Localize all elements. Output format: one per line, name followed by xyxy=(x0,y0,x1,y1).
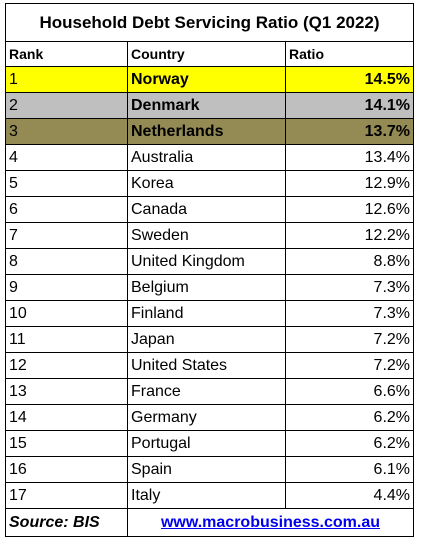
table-row: 3 Netherlands 13.7% xyxy=(5,118,415,145)
country-cell: Belgium xyxy=(127,274,286,301)
table-row: 13 France 6.6% xyxy=(5,378,415,405)
table-row: 2 Denmark 14.1% xyxy=(5,92,415,119)
country-cell: France xyxy=(127,378,286,405)
table-row: 4 Australia 13.4% xyxy=(5,144,415,171)
ratio-cell: 7.2% xyxy=(284,326,415,353)
country-cell: Korea xyxy=(127,170,286,197)
table-body: Household Debt Servicing Ratio (Q1 2022)… xyxy=(4,3,415,537)
website-link[interactable]: www.macrobusiness.com.au xyxy=(160,513,381,531)
country-cell: Canada xyxy=(127,196,286,223)
rank-cell: 11 xyxy=(5,326,128,353)
country-cell: Australia xyxy=(127,144,286,171)
table-row: 11 Japan 7.2% xyxy=(5,326,415,353)
country-cell: Portugal xyxy=(127,430,286,457)
rank-cell: 12 xyxy=(5,352,128,379)
rank-cell: 2 xyxy=(5,92,128,119)
ratio-cell: 4.4% xyxy=(284,482,415,509)
table-row: 12 United States 7.2% xyxy=(5,352,415,379)
country-cell: United States xyxy=(127,352,286,379)
rank-cell: 4 xyxy=(5,144,128,171)
table-row: 10 Finland 7.3% xyxy=(5,300,415,327)
country-cell: Sweden xyxy=(127,222,286,249)
country-cell: United Kingdom xyxy=(127,248,286,275)
column-header: Rank xyxy=(5,41,128,67)
ratio-cell: 6.6% xyxy=(284,378,415,405)
table-row: 5 Korea 12.9% xyxy=(5,170,415,197)
rank-cell: 13 xyxy=(5,378,128,405)
table-row: 16 Spain 6.1% xyxy=(5,456,415,483)
table-row: 8 United Kingdom 8.8% xyxy=(5,248,415,275)
rank-cell: 1 xyxy=(5,66,128,93)
ratio-cell: 8.8% xyxy=(284,248,415,275)
source: Source: BIS xyxy=(5,508,128,537)
ratio-cell: 7.3% xyxy=(284,274,415,301)
rank-cell: 16 xyxy=(5,456,128,483)
ratio-cell: 12.6% xyxy=(284,196,415,223)
rank-cell: 15 xyxy=(5,430,128,457)
country-cell: Japan xyxy=(127,326,286,353)
ratio-cell: 12.9% xyxy=(284,170,415,197)
table-row: 1 Norway 14.5% xyxy=(5,66,415,93)
country-cell: Germany xyxy=(127,404,286,431)
table-row: 6 Canada 12.6% xyxy=(5,196,415,223)
country-cell: Netherlands xyxy=(127,118,286,145)
ratio-cell: 14.1% xyxy=(284,92,415,119)
title-row: Household Debt Servicing Ratio (Q1 2022) xyxy=(4,3,415,42)
column-header: Ratio xyxy=(284,41,415,67)
rank-cell: 8 xyxy=(5,248,128,275)
rank-cell: 5 xyxy=(5,170,128,197)
country-cell: Italy xyxy=(127,482,286,509)
rank-cell: 10 xyxy=(5,300,128,327)
country-cell: Norway xyxy=(127,66,286,93)
ratio-cell: 12.2% xyxy=(284,222,415,249)
header-row: Rank Country Ratio xyxy=(5,41,415,67)
table-row: 15 Portugal 6.2% xyxy=(5,430,415,457)
table-title: Household Debt Servicing Ratio (Q1 2022) xyxy=(4,3,415,42)
country-cell: Denmark xyxy=(127,92,286,119)
ratio-cell: 7.3% xyxy=(284,300,415,327)
ratio-cell: 6.1% xyxy=(284,456,415,483)
table-row: 9 Belgium 7.3% xyxy=(5,274,415,301)
ratio-cell: 6.2% xyxy=(284,404,415,431)
table-row: 7 Sweden 12.2% xyxy=(5,222,415,249)
footer-row: Source: BIS www.macrobusiness.com.au xyxy=(5,508,415,537)
column-header: Country xyxy=(127,41,286,67)
ratio-cell: 13.7% xyxy=(284,118,415,145)
rank-cell: 14 xyxy=(5,404,128,431)
rank-cell: 17 xyxy=(5,482,128,509)
ratio-table: Household Debt Servicing Ratio (Q1 2022)… xyxy=(4,3,415,537)
table-row: 17 Italy 4.4% xyxy=(5,482,415,509)
rank-cell: 6 xyxy=(5,196,128,223)
ratio-cell: 13.4% xyxy=(284,144,415,171)
ratio-cell: 14.5% xyxy=(284,66,415,93)
country-cell: Finland xyxy=(127,300,286,327)
table-row: 14 Germany 6.2% xyxy=(5,404,415,431)
rank-cell: 7 xyxy=(5,222,128,249)
ratio-cell: 6.2% xyxy=(284,430,415,457)
rank-cell: 3 xyxy=(5,118,128,145)
rank-cell: 9 xyxy=(5,274,128,301)
link-cell: www.macrobusiness.com.au xyxy=(126,508,415,537)
country-cell: Spain xyxy=(127,456,286,483)
ratio-cell: 7.2% xyxy=(284,352,415,379)
